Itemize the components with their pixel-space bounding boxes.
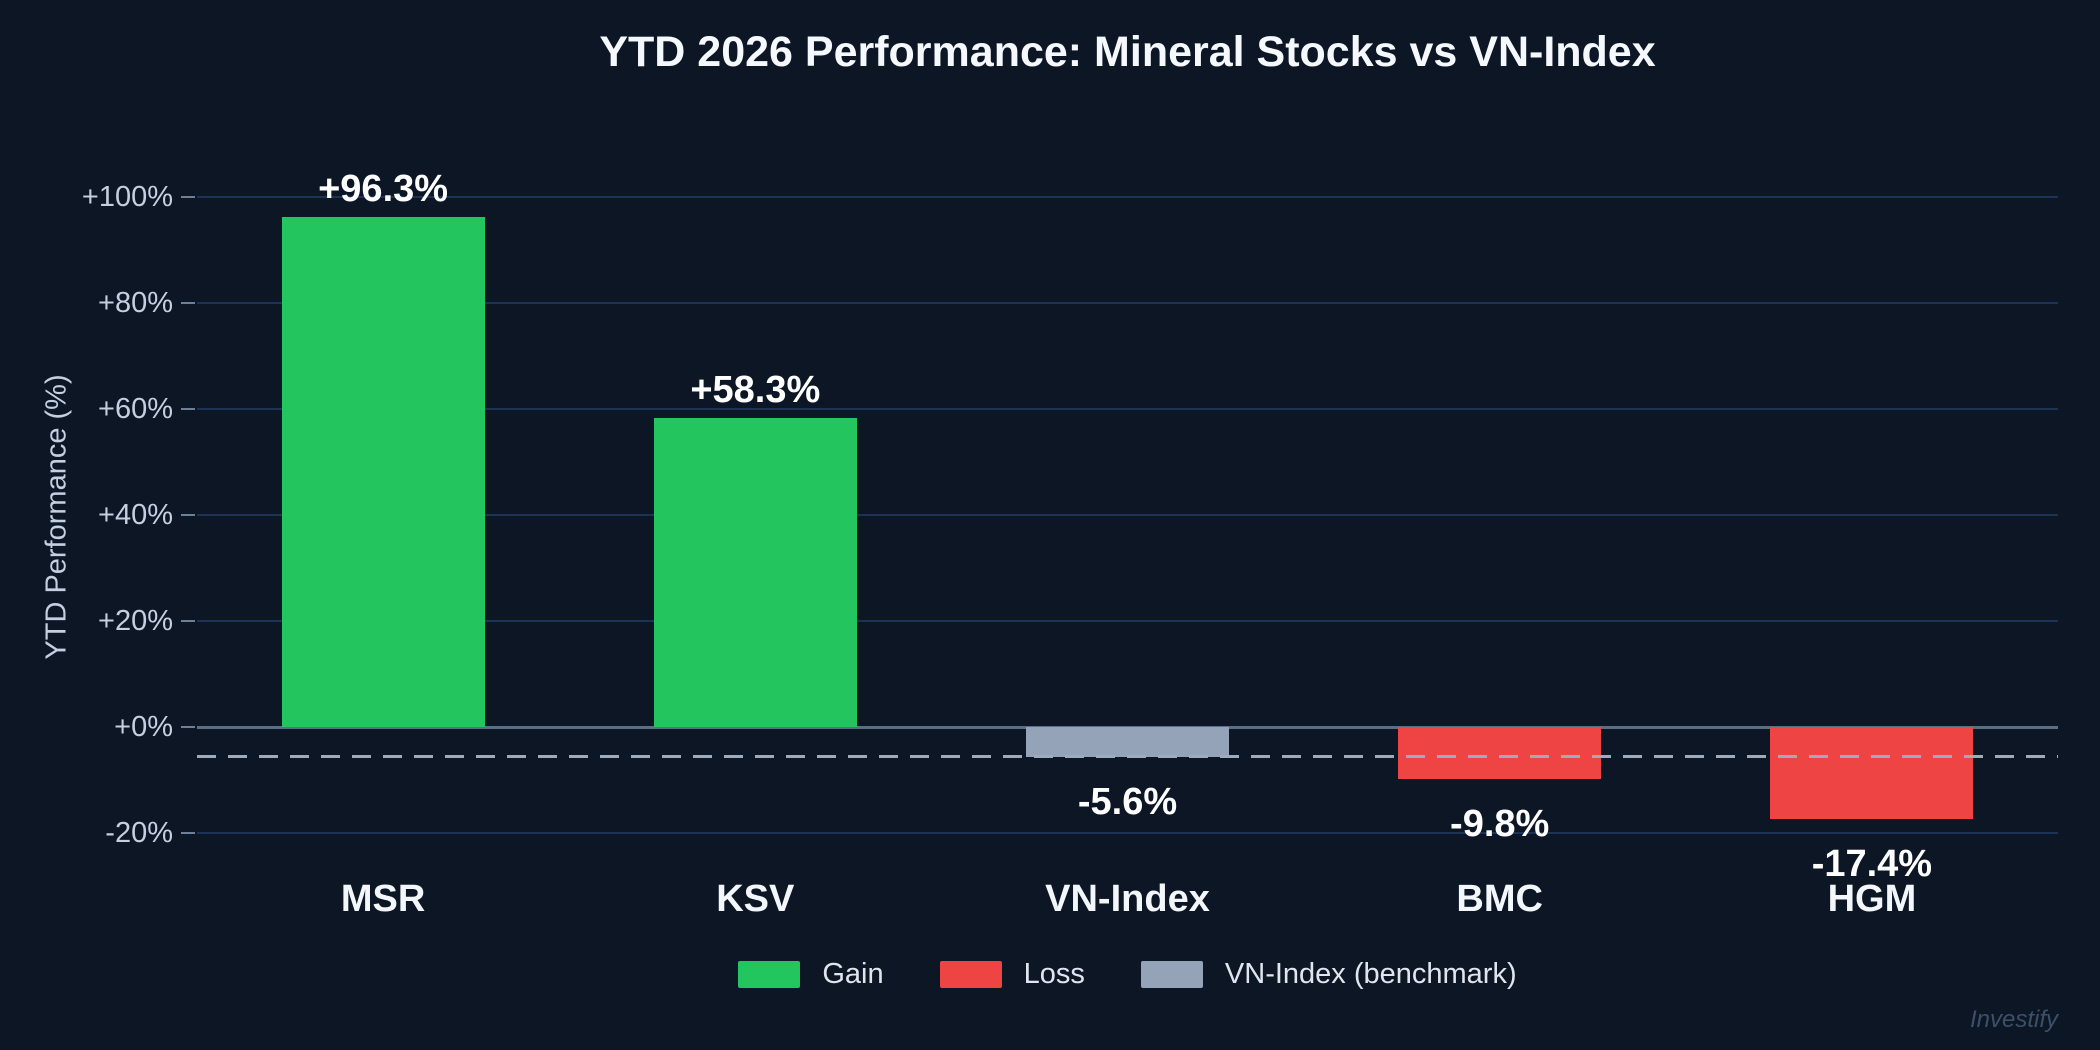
legend-item: VN-Index (benchmark): [1140, 952, 1517, 996]
y-tick-mark: [181, 302, 195, 304]
bar-value-label: -17.4%: [1811, 843, 1933, 886]
gridline: [197, 832, 2058, 834]
y-tick-label: +0%: [114, 711, 173, 743]
gridline: [197, 620, 2058, 622]
legend-swatch-benchmark: [1140, 960, 1203, 988]
gridline: [197, 196, 2058, 198]
x-tick-label: BMC: [1456, 878, 1543, 920]
gridline: [197, 408, 2058, 410]
y-tick-mark: [181, 832, 195, 834]
bar-hgm: [1770, 727, 1974, 820]
legend: Gain Loss VN-Index (benchmark): [197, 952, 2058, 996]
legend-item: Loss: [939, 952, 1085, 996]
y-tick-mark: [181, 726, 195, 728]
bar-value-label: -9.8%: [1450, 802, 1550, 845]
gridline: [197, 514, 2058, 516]
x-tick-label: MSR: [340, 878, 426, 920]
gridline: [197, 302, 2058, 304]
x-tick-label: KSV: [716, 878, 795, 920]
y-tick-label: +100%: [81, 181, 173, 213]
legend-label: Loss: [1023, 958, 1085, 990]
x-tick-label: HGM: [1827, 878, 1917, 920]
y-tick-label: +60%: [98, 393, 173, 425]
bar-ksv: [653, 418, 857, 727]
bar-msr: [281, 216, 485, 727]
bar-bmc: [1398, 727, 1602, 779]
bar-value-label: +96.3%: [318, 167, 449, 210]
y-tick-label: +20%: [98, 605, 173, 637]
y-tick-mark: [181, 620, 195, 622]
y-tick-mark: [181, 514, 195, 516]
legend-swatch-loss: [939, 960, 1002, 988]
benchmark-dashed-line: [197, 755, 2058, 759]
legend-label: Gain: [822, 958, 884, 990]
chart-title: YTD 2026 Performance: Mineral Stocks vs …: [599, 28, 1656, 76]
y-tick-mark: [181, 408, 195, 410]
legend-swatch-gain: [738, 960, 801, 988]
bar-vn-index: [1026, 727, 1229, 757]
bar-value-label: +58.3%: [690, 369, 821, 411]
legend-label: VN-Index (benchmark): [1224, 958, 1517, 990]
y-tick-label: +80%: [98, 287, 173, 319]
watermark: Investify: [1969, 1006, 2058, 1033]
legend-item: Gain: [738, 952, 884, 996]
x-tick-label: VN-Index: [1045, 878, 1210, 920]
bar-value-label: -5.6%: [1077, 780, 1178, 823]
y-tick-mark: [181, 196, 195, 198]
y-tick-label: +40%: [98, 499, 173, 531]
y-tick-label: -20%: [105, 817, 173, 849]
